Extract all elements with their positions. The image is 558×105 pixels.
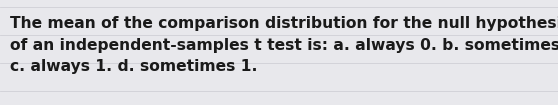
Text: The mean of the comparison distribution for the null hypothesis
of an independen: The mean of the comparison distribution … (10, 16, 558, 74)
